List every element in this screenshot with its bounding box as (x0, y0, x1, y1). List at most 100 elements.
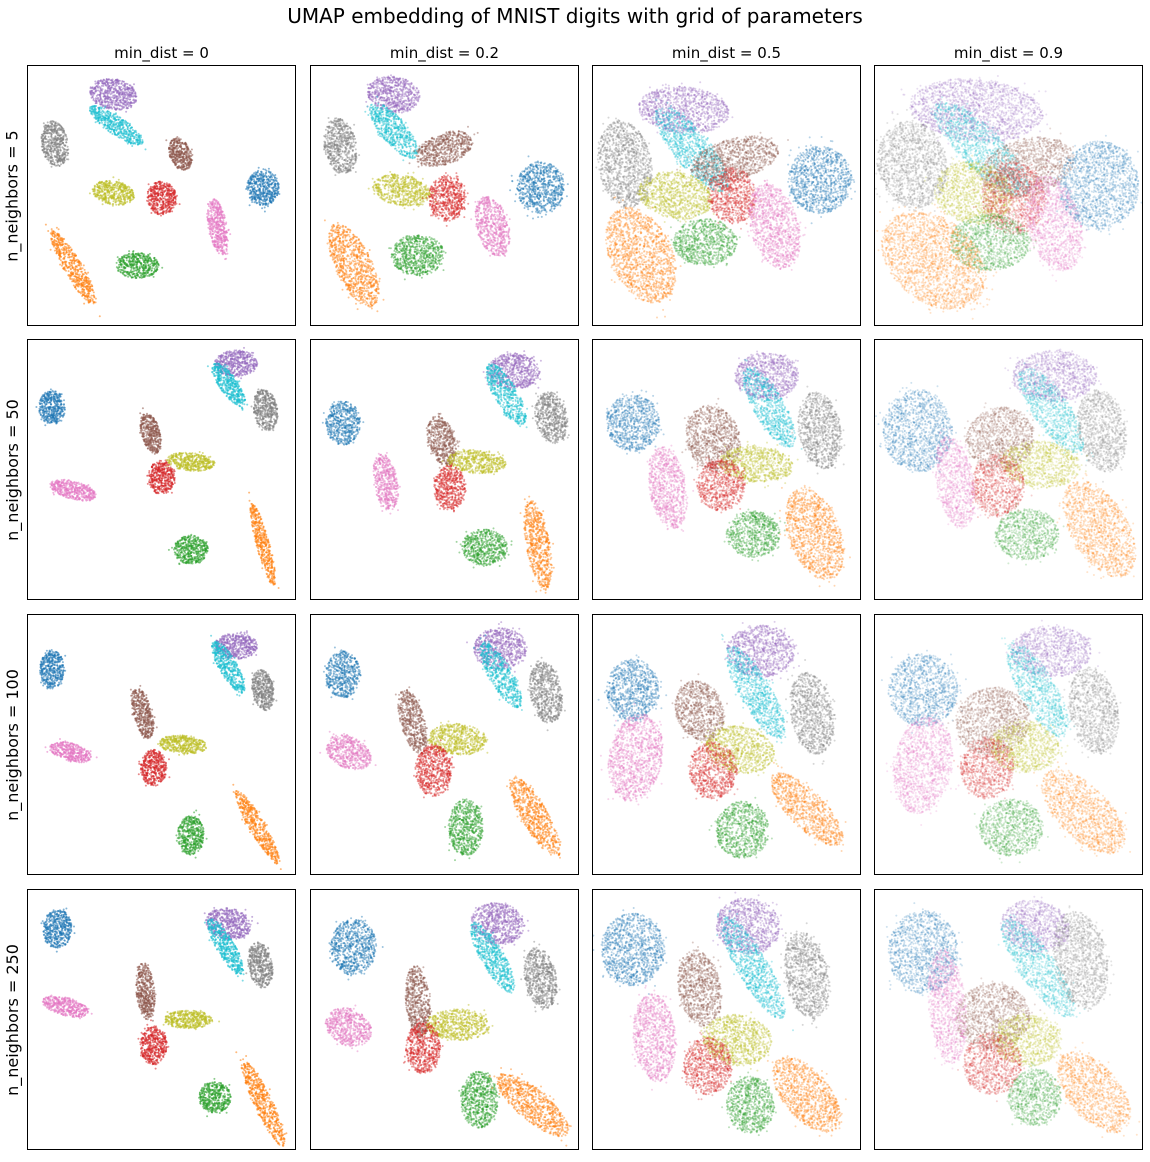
scatter-plot (311, 890, 578, 1149)
scatter-plot (311, 615, 578, 874)
cluster-brown (139, 407, 162, 455)
cluster-brown (395, 686, 429, 754)
cluster-orange (506, 776, 562, 859)
cluster-gray (785, 659, 836, 765)
scatter-plot (593, 615, 860, 874)
cluster-blue (886, 902, 963, 997)
scatter-plot (875, 340, 1142, 599)
scatter-panel-r0-c2 (592, 65, 861, 326)
cluster-orange (520, 496, 555, 594)
cluster-gray (780, 922, 831, 1028)
cluster-green (721, 1072, 777, 1137)
cluster-orange (489, 1067, 572, 1147)
cluster-orange (235, 1051, 287, 1147)
cluster-orange (767, 1055, 847, 1137)
cluster-pink (319, 731, 376, 771)
cluster-orange (324, 219, 385, 312)
scatter-panel-r3-c0 (27, 889, 296, 1150)
scatter-panel-r2-c3 (874, 614, 1143, 875)
cluster-orange (45, 224, 101, 318)
scatter-plot (875, 66, 1142, 325)
cluster-olive (368, 171, 437, 211)
cluster-red (422, 172, 470, 227)
cluster-purple (89, 78, 137, 113)
scatter-plot (28, 340, 295, 599)
cluster-blue (322, 401, 365, 446)
cluster-orange (1050, 1042, 1141, 1138)
scatter-panel-r1-c1 (310, 339, 579, 600)
cluster-olive (157, 734, 207, 756)
scatter-panel-r1-c3 (874, 339, 1143, 600)
cluster-purple (712, 892, 784, 955)
cluster-green (116, 250, 164, 279)
scatter-panel-r3-c2 (592, 889, 861, 1150)
cluster-green (444, 798, 484, 861)
row-label-n-neighbors-250: n_neighbors = 250 (0, 889, 26, 1151)
cluster-pink (49, 479, 96, 502)
cluster-olive (166, 451, 216, 472)
scatter-panel-r3-c3 (874, 889, 1143, 1150)
cluster-pink (747, 179, 807, 271)
cluster-gray (1062, 666, 1122, 758)
cluster-gray (251, 669, 277, 711)
cluster-pink (470, 196, 511, 257)
cluster-gray (531, 391, 570, 444)
cluster-gray (251, 388, 279, 431)
cluster-blue (509, 155, 569, 219)
scatter-panel-r2-c2 (592, 614, 861, 875)
cluster-brown (672, 673, 729, 747)
cluster-brown (409, 126, 479, 168)
scatter-panel-r0-c3 (874, 65, 1143, 326)
cluster-orange (779, 485, 851, 587)
cluster-blue (35, 388, 66, 426)
scatter-panel-r1-c2 (592, 339, 861, 600)
cluster-blue (245, 167, 280, 213)
scatter-plot (593, 66, 860, 325)
scatter-plot (593, 340, 860, 599)
scatter-panel-r2-c1 (310, 614, 579, 875)
cluster-red (681, 1032, 737, 1101)
scatter-plot (311, 66, 578, 325)
cluster-brown (135, 963, 156, 1022)
cluster-orange (771, 762, 847, 852)
cluster-olive (89, 176, 135, 206)
cluster-gray (791, 386, 845, 475)
cluster-green (974, 798, 1049, 863)
cluster-pink (886, 711, 960, 826)
scatter-plot (28, 66, 295, 325)
cluster-gray (40, 120, 69, 168)
cluster-green (168, 534, 209, 565)
cluster-pink (630, 985, 678, 1091)
cluster-red (146, 181, 181, 217)
cluster-purple (466, 621, 528, 673)
chart-title: UMAP embedding of MNIST digits with grid… (0, 4, 1150, 28)
cluster-blue (39, 649, 66, 690)
cluster-gray (527, 657, 566, 732)
cluster-brown (165, 136, 193, 171)
cluster-purple (204, 907, 259, 940)
cluster-green (388, 234, 446, 280)
column-title-min-dist-0-9: min_dist = 0.9 (874, 44, 1143, 62)
cluster-pink (647, 445, 695, 532)
cluster-blue (593, 907, 668, 995)
scatter-panel-r0-c1 (310, 65, 579, 326)
cluster-pink (325, 1005, 373, 1053)
cluster-blue (606, 390, 665, 455)
cluster-cyan (89, 105, 147, 150)
scatter-plot (875, 890, 1142, 1149)
cluster-blue (328, 916, 383, 981)
row-label-n-neighbors-100: n_neighbors = 100 (0, 614, 26, 876)
cluster-blue (787, 136, 856, 224)
cluster-green (458, 1071, 500, 1129)
cluster-gray (1070, 383, 1128, 483)
scatter-plot (28, 615, 295, 874)
cluster-green (175, 810, 207, 859)
scatter-panel-r3-c1 (310, 889, 579, 1150)
cluster-orange (248, 492, 280, 589)
column-title-min-dist-0-2: min_dist = 0.2 (310, 44, 579, 62)
cluster-pink (42, 995, 93, 1020)
cluster-red (138, 749, 171, 787)
cluster-orange (1056, 473, 1136, 579)
cluster-purple (1004, 349, 1102, 407)
cluster-green (198, 1078, 232, 1117)
